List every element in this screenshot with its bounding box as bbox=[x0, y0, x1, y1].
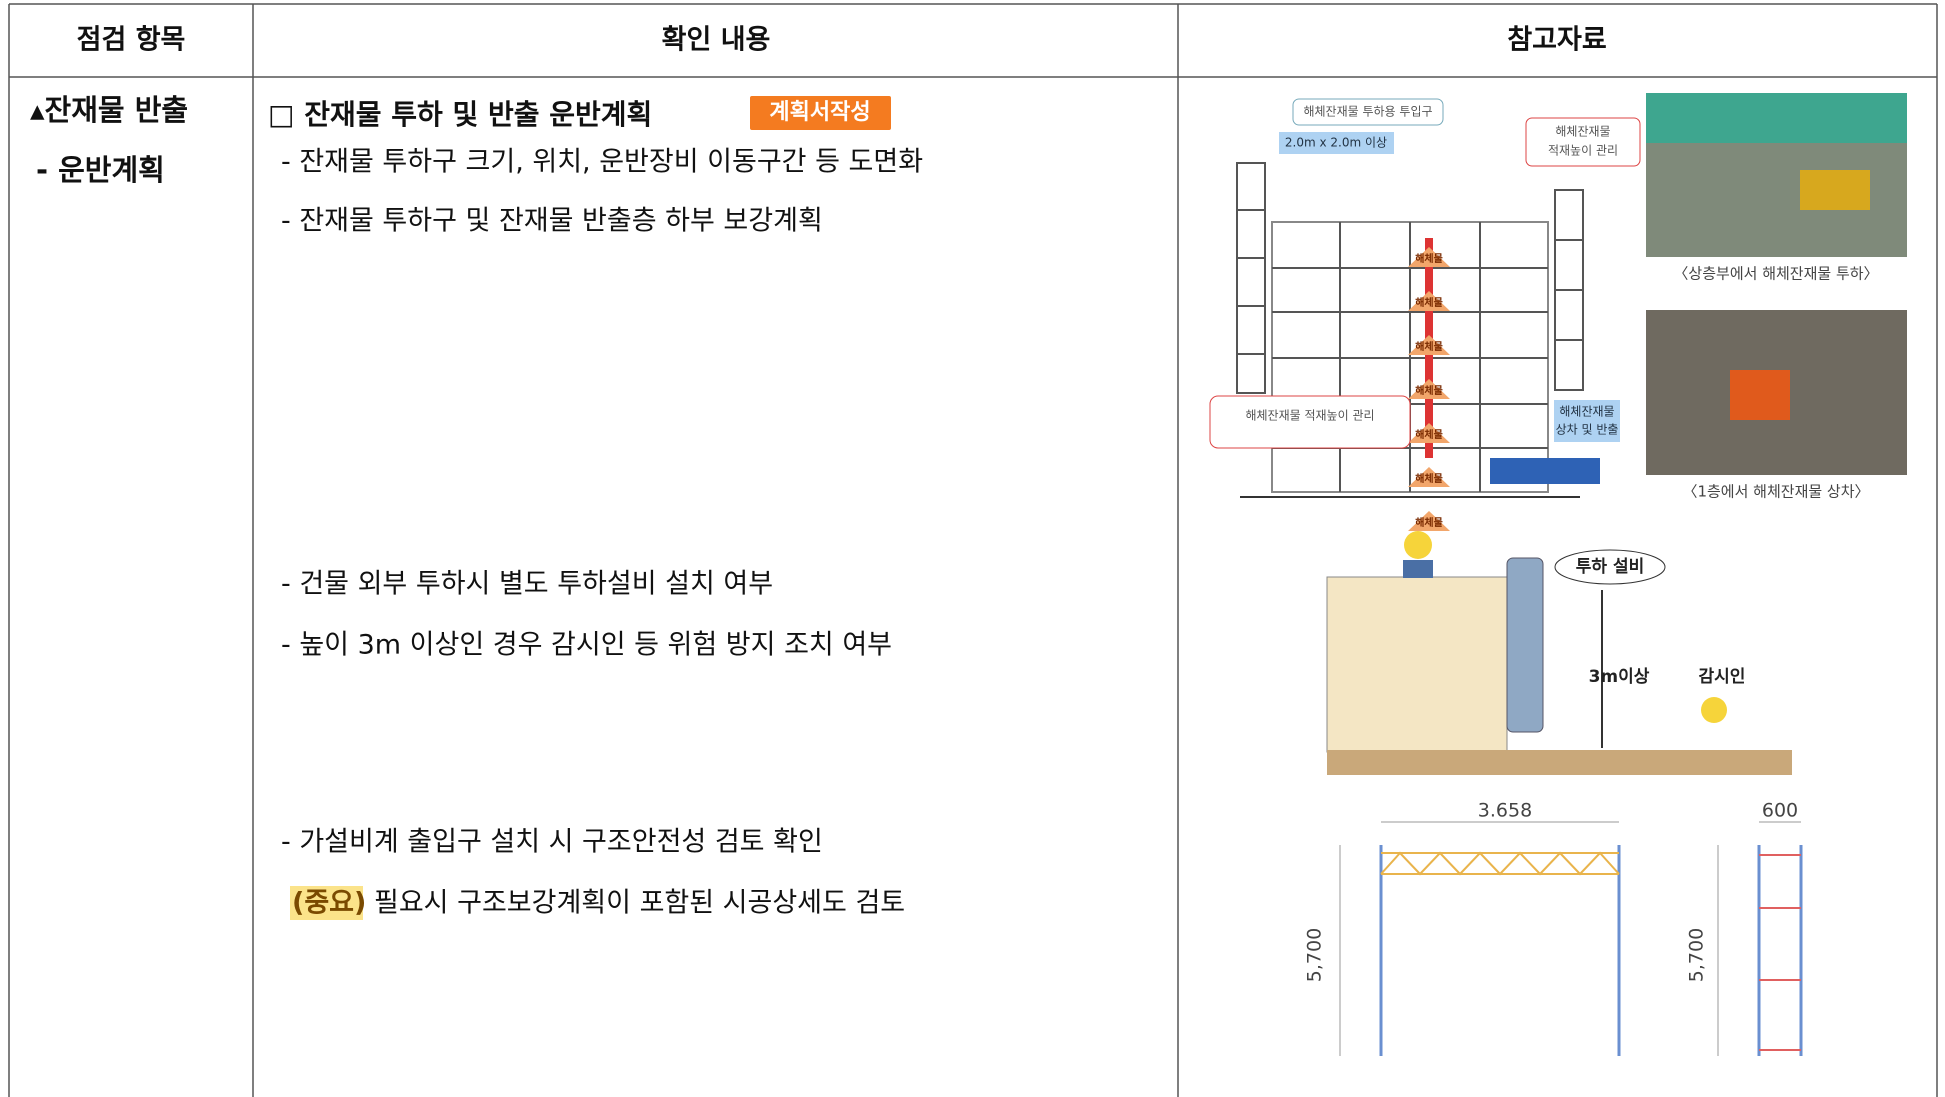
callout bbox=[1554, 400, 1620, 442]
dimension: 3.658 bbox=[1478, 800, 1532, 822]
scaffold bbox=[1379, 845, 1803, 1056]
item-title: ▴잔재물 반출 bbox=[30, 93, 188, 127]
photo-detail bbox=[1730, 370, 1790, 420]
bubble-text: 투하 설비 bbox=[1576, 557, 1644, 577]
callout bbox=[1525, 117, 1641, 167]
photo-caption: 〈1층에서 해체잔재물 상차〉 bbox=[1682, 483, 1869, 501]
dimension: 600 bbox=[1762, 800, 1798, 822]
photo-detail bbox=[1800, 170, 1870, 210]
callout bbox=[1292, 98, 1444, 126]
header: 참고자료 bbox=[1507, 25, 1606, 56]
debris-pile bbox=[1408, 423, 1450, 443]
debris-pile bbox=[1408, 291, 1450, 311]
label: 감시인 bbox=[1699, 667, 1746, 687]
highlight bbox=[290, 886, 363, 920]
truss bbox=[1380, 851, 1620, 876]
item-sub: - 운반계획 bbox=[36, 153, 165, 187]
badge-text: 계획서작성 bbox=[769, 100, 870, 125]
callout-text: 해체잔재물 bbox=[1559, 405, 1614, 419]
watcher bbox=[1701, 697, 1727, 723]
debris-label: 해체물 bbox=[1415, 516, 1443, 529]
dimension: 5,700 bbox=[1304, 928, 1326, 982]
content-line: - 가설비계 출입구 설치 시 구조안전성 검토 확인 bbox=[281, 827, 823, 858]
label: 3m이상 bbox=[1589, 667, 1650, 687]
callout-text: 상차 및 반출 bbox=[1556, 423, 1619, 437]
chute bbox=[1506, 557, 1544, 733]
worker bbox=[1404, 531, 1432, 559]
building-diagram bbox=[1236, 162, 1584, 498]
debris-pile bbox=[1408, 335, 1450, 355]
content-line: - 높이 3m 이상인 경우 감시인 등 위험 방지 조치 여부 bbox=[281, 630, 892, 661]
callout-text: 적재높이 관리 bbox=[1548, 144, 1618, 158]
content-line: - 잔재물 투하구 및 잔재물 반출층 하부 보강계획 bbox=[281, 206, 823, 237]
ground bbox=[1327, 750, 1792, 775]
table-grid bbox=[8, 3, 1938, 1097]
debris-pile bbox=[1408, 511, 1450, 531]
debris-pile bbox=[1408, 379, 1450, 399]
callout-text: 해체잔재물 투하용 투입구 bbox=[1303, 105, 1432, 119]
callout bbox=[1209, 395, 1411, 449]
photo-detail bbox=[1646, 93, 1907, 143]
callout-text: 해체잔재물 bbox=[1555, 125, 1610, 139]
debris-label: 해체물 bbox=[1415, 428, 1443, 441]
debris-label: 해체물 bbox=[1415, 472, 1443, 485]
dimension: 5,700 bbox=[1686, 928, 1708, 982]
ledgers bbox=[1759, 854, 1801, 1051]
worker bbox=[1403, 560, 1433, 578]
truck bbox=[1490, 458, 1600, 484]
debris-label: 해체물 bbox=[1415, 384, 1443, 397]
photo-caption: 〈상층부에서 해체잔재물 투하〉 bbox=[1673, 265, 1878, 283]
header: 점검 항목 bbox=[77, 25, 186, 56]
callout-text: 2.0m x 2.0m 이상 bbox=[1285, 136, 1387, 150]
content-line: - 잔재물 투하구 크기, 위치, 운반장비 이동구간 등 도면화 bbox=[281, 147, 923, 178]
debris-label: 해체물 bbox=[1415, 252, 1443, 265]
debris-label: 해체물 bbox=[1415, 340, 1443, 353]
wall bbox=[1326, 576, 1508, 753]
badge bbox=[750, 96, 891, 130]
note-label: (중요) bbox=[292, 888, 366, 919]
bubble bbox=[1554, 549, 1666, 585]
header: 확인 내용 bbox=[662, 25, 771, 56]
note-text: 필요시 구조보강계획이 포함된 시공상세도 검토 bbox=[374, 888, 905, 919]
debris-pile bbox=[1408, 467, 1450, 487]
callout-text: 해체잔재물 적재높이 관리 bbox=[1245, 409, 1374, 423]
debris-pile bbox=[1408, 247, 1450, 267]
dim-lines bbox=[1339, 821, 1801, 1056]
content-line: - 건물 외부 투하시 별도 투하설비 설치 여부 bbox=[281, 569, 773, 600]
callout bbox=[1279, 132, 1394, 154]
debris-label: 해체물 bbox=[1415, 296, 1443, 309]
content-heading: □ 잔재물 투하 및 반출 운반계획 bbox=[268, 98, 652, 131]
